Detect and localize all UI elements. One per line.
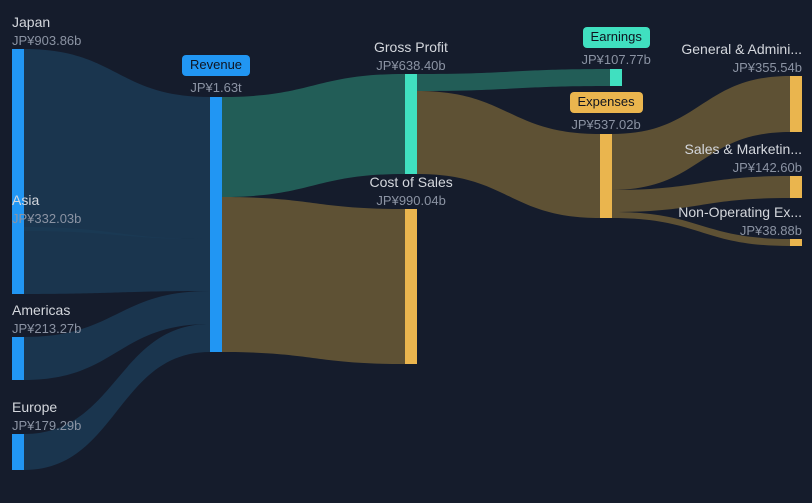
sankey-link [222, 74, 405, 197]
sankey-node-japan[interactable] [12, 49, 24, 231]
sankey-node-earnings[interactable] [610, 69, 622, 86]
sankey-link [222, 197, 405, 364]
sankey-link [612, 76, 790, 190]
sankey-node-sm[interactable] [790, 176, 802, 198]
sankey-chart: JapanJP¥903.86bAsiaJP¥332.03bAmericasJP¥… [0, 0, 812, 503]
sankey-link [612, 212, 790, 246]
sankey-node-expenses[interactable] [600, 134, 612, 218]
sankey-link [417, 91, 600, 218]
sankey-node-nox[interactable] [790, 239, 802, 246]
sankey-link [24, 49, 210, 239]
sankey-link [417, 69, 610, 91]
sankey-node-ga[interactable] [790, 76, 802, 132]
sankey-node-cost[interactable] [405, 209, 417, 364]
sankey-node-revenue[interactable] [210, 97, 222, 352]
sankey-node-europe[interactable] [12, 434, 24, 470]
sankey-node-asia[interactable] [12, 227, 24, 294]
sankey-node-gross[interactable] [405, 74, 417, 174]
sankey-node-americas[interactable] [12, 337, 24, 380]
